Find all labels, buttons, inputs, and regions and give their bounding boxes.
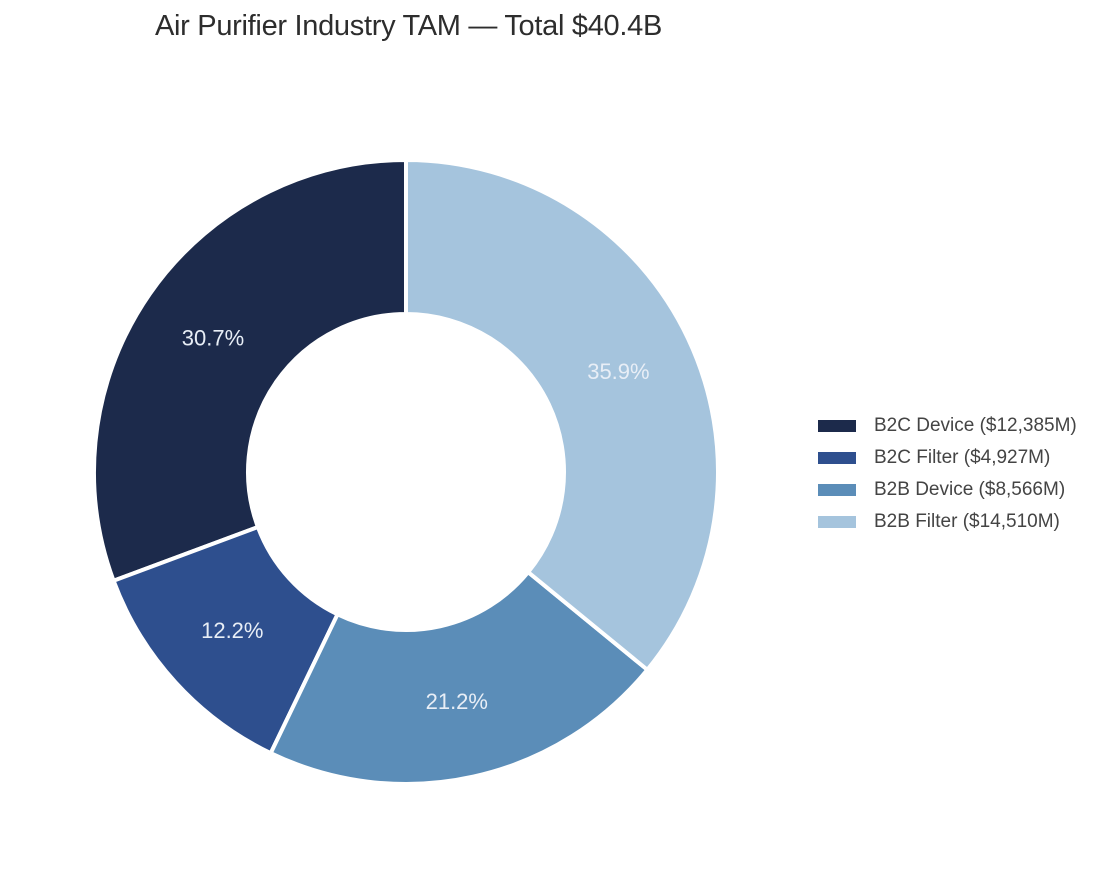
legend-item-b2b-device[interactable]: B2B Device ($8,566M) (818, 474, 1077, 506)
legend-label-b2c-filter: B2C Filter ($4,927M) (874, 447, 1051, 468)
legend-item-b2b-filter[interactable]: B2B Filter ($14,510M) (818, 506, 1077, 538)
slice-label-b2c-device: 30.7% (182, 325, 244, 350)
legend-label-b2b-device: B2B Device ($8,566M) (874, 479, 1066, 500)
legend-item-b2c-device[interactable]: B2C Device ($12,385M) (818, 410, 1077, 442)
legend: B2C Device ($12,385M) B2C Filter ($4,927… (818, 410, 1077, 538)
legend-swatch-b2b-device (818, 484, 856, 496)
chart-title: Air Purifier Industry TAM — Total $40.4B (155, 10, 662, 42)
slice-b2c-filter[interactable] (111, 525, 340, 756)
legend-label-b2b-filter: B2B Filter ($14,510M) (874, 511, 1060, 532)
slices-group (92, 158, 720, 786)
slice-b2c-device[interactable] (92, 158, 408, 583)
labels-group: 30.7% 12.2% 21.2% 35.9% (182, 325, 650, 714)
legend-item-b2c-filter[interactable]: B2C Filter ($4,927M) (818, 442, 1077, 474)
slice-label-b2b-device: 21.2% (426, 689, 488, 714)
slice-label-b2c-filter: 12.2% (201, 618, 263, 643)
legend-swatch-b2c-filter (818, 452, 856, 464)
slice-b2b-filter[interactable] (404, 158, 720, 672)
slice-b2b-device[interactable] (268, 570, 650, 786)
slice-label-b2b-filter: 35.9% (587, 359, 649, 384)
legend-label-b2c-device: B2C Device ($12,385M) (874, 415, 1077, 436)
legend-swatch-b2c-device (818, 420, 856, 432)
legend-swatch-b2b-filter (818, 516, 856, 528)
